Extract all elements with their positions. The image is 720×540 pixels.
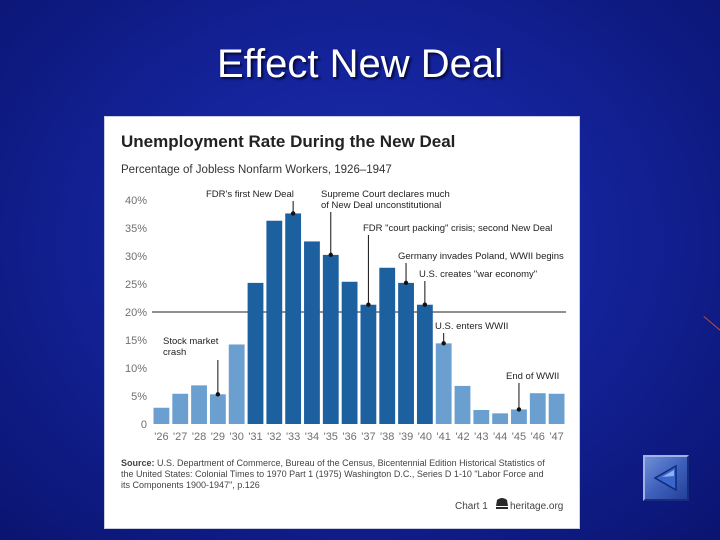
- annotation-text: crash: [163, 347, 186, 358]
- bar: [285, 213, 302, 424]
- annotation-dot: [215, 392, 221, 397]
- annotation-dot: [422, 302, 428, 307]
- x-tick-label: '29: [211, 431, 225, 443]
- annotation-text: Stock market: [163, 336, 219, 347]
- footer: Chart 1 heritage.org: [455, 498, 563, 512]
- annotation: U.S. creates "war economy": [419, 269, 537, 307]
- bar: [304, 241, 320, 424]
- x-tick-label: '43: [474, 431, 488, 443]
- x-tick-label: '44: [493, 431, 507, 443]
- decorative-line: [703, 316, 720, 333]
- annotation-text: of New Deal unconstitutional: [321, 200, 441, 211]
- annotation-text: U.S. creates "war economy": [419, 269, 537, 280]
- bar: [473, 410, 490, 424]
- source-note: Source: U.S. Department of Commerce, Bur…: [121, 458, 545, 490]
- x-tick-label: '34: [305, 431, 319, 443]
- x-tick-label: '45: [512, 431, 526, 443]
- bar: [548, 393, 565, 424]
- y-tick-label: 0: [141, 419, 147, 431]
- annotation-text: U.S. enters WWII: [435, 321, 508, 332]
- bar: [492, 413, 509, 424]
- annotation: U.S. enters WWII: [435, 321, 508, 346]
- y-tick-label: 20%: [125, 307, 147, 319]
- x-tick-label: '32: [267, 431, 281, 443]
- x-tick-label: '41: [437, 431, 451, 443]
- y-tick-label: 10%: [125, 363, 147, 375]
- bar: [511, 409, 527, 424]
- x-tick-label: '47: [549, 431, 563, 443]
- y-tick-label: 35%: [125, 223, 147, 235]
- source-line: Source: U.S. Department of Commerce, Bur…: [121, 458, 545, 468]
- bar: [322, 254, 339, 424]
- x-tick-label: '35: [324, 431, 338, 443]
- bar: [416, 304, 433, 424]
- bar: [153, 407, 170, 424]
- bar: [247, 282, 264, 424]
- bar: [360, 304, 377, 424]
- annotation-dot: [290, 211, 296, 216]
- x-tick-label: '31: [248, 431, 262, 443]
- org-name: heritage.org: [510, 501, 563, 512]
- slide-title: Effect New Deal: [216, 42, 504, 86]
- x-tick-label: '26: [154, 431, 168, 443]
- x-tick-label: '38: [380, 431, 394, 443]
- x-tick-label: '46: [531, 431, 545, 443]
- bell-logo-icon: [496, 498, 508, 509]
- back-arrow-icon: [653, 464, 677, 492]
- y-tick-label: 40%: [125, 195, 147, 207]
- annotation-dot: [403, 280, 409, 286]
- chart-title: Unemployment Rate During the New Deal: [121, 132, 455, 151]
- source-line: its Components 1900-1947", p.126: [121, 480, 260, 490]
- x-tick-label: '27: [173, 431, 187, 443]
- chart-number: Chart 1: [455, 501, 488, 512]
- annotation: End of WWII: [506, 371, 559, 412]
- bar: [191, 385, 207, 424]
- x-tick-label: '39: [399, 431, 413, 443]
- x-tick-label: '40: [418, 431, 432, 443]
- chart-subtitle: Percentage of Jobless Nonfarm Workers, 1…: [121, 164, 392, 176]
- y-tick-label: 5%: [131, 391, 147, 403]
- bar: [529, 393, 546, 424]
- bar: [454, 385, 471, 424]
- annotation: Germany invades Poland, WWII begins: [398, 251, 564, 286]
- x-tick-label: '30: [230, 431, 244, 443]
- bar: [172, 393, 189, 424]
- bar: [228, 344, 245, 424]
- annotation-dot: [441, 341, 446, 346]
- y-axis: 0 5% 10% 15% 20% 25% 30% 35% 40%: [125, 195, 566, 431]
- source-line: the United States: Colonial Times to 197…: [121, 469, 544, 479]
- annotation-dot: [366, 302, 371, 307]
- x-tick-label: '37: [361, 431, 375, 443]
- y-tick-label: 25%: [125, 279, 147, 291]
- annotation-text: End of WWII: [506, 371, 559, 382]
- bars: [153, 213, 565, 424]
- annotation: FDR's first New Deal: [206, 189, 296, 216]
- chart-panel: Unemployment Rate During the New Deal Pe…: [105, 117, 579, 528]
- annotation-dot: [328, 252, 333, 258]
- x-tick-label: '33: [286, 431, 300, 443]
- annotation-dot: [516, 407, 522, 412]
- bar: [341, 281, 358, 424]
- bar: [379, 267, 396, 424]
- x-tick-label: '36: [342, 431, 356, 443]
- annotation-text: FDR "court packing" crisis; second New D…: [363, 223, 552, 234]
- bar: [398, 282, 414, 424]
- bar: [435, 343, 452, 424]
- back-button[interactable]: [643, 455, 689, 501]
- annotation-text: FDR's first New Deal: [206, 189, 294, 200]
- bar: [266, 220, 283, 424]
- y-tick-label: 15%: [125, 335, 147, 347]
- x-tick-label: '42: [455, 431, 469, 443]
- annotation-text: Supreme Court declares much: [321, 189, 450, 200]
- unemployment-chart: Unemployment Rate During the New Deal Pe…: [121, 132, 566, 512]
- annotation: FDR "court packing" crisis; second New D…: [363, 223, 552, 307]
- x-axis: '26 '27 '28 '29 '30 '31 '32 '33 '34 '35 '36 '37 '38 '…: [154, 431, 564, 443]
- x-tick-label: '28: [192, 431, 206, 443]
- y-tick-label: 30%: [125, 251, 147, 263]
- annotation-text: Germany invades Poland, WWII begins: [398, 251, 564, 262]
- bar: [209, 394, 226, 424]
